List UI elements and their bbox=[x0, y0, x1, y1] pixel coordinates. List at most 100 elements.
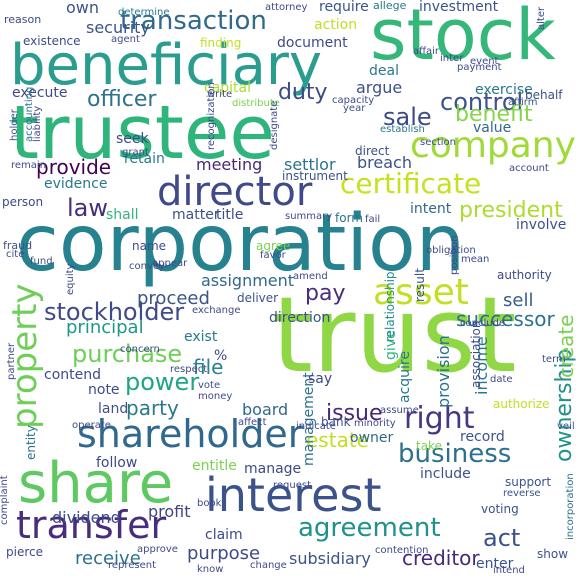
word-security: security bbox=[86, 18, 150, 37]
word-business: business bbox=[398, 439, 512, 469]
word-indicate: indicate bbox=[296, 421, 336, 432]
word-veil: veil bbox=[557, 421, 575, 432]
word-transfer: transfer bbox=[16, 503, 167, 547]
word-follow: follow bbox=[96, 455, 138, 471]
word-authorize: authorize bbox=[493, 397, 550, 411]
word-direction: direction bbox=[269, 310, 331, 326]
word-issue: issue bbox=[326, 401, 383, 426]
word-distribute: distribute bbox=[232, 98, 280, 109]
word-owner: owner bbox=[350, 430, 394, 446]
word-acquire: acquire bbox=[397, 351, 413, 403]
word-director: director bbox=[157, 169, 313, 215]
word-respect: respect bbox=[170, 364, 208, 375]
word-take: take bbox=[416, 439, 442, 453]
word-beneficiary: beneficiary bbox=[10, 33, 323, 98]
word-trust: trust bbox=[272, 274, 517, 396]
word-party: party bbox=[126, 396, 179, 420]
word-affect: affect bbox=[238, 417, 267, 428]
word-control: control bbox=[440, 88, 524, 116]
word-request: request bbox=[273, 480, 312, 491]
word-interest: interest bbox=[205, 468, 382, 522]
word-share: share bbox=[18, 451, 174, 516]
word-amend: amend bbox=[293, 271, 328, 282]
word-vote: vote bbox=[198, 380, 221, 391]
word-seek: seek bbox=[116, 131, 149, 147]
word-contention: contention bbox=[375, 545, 429, 556]
word-trustee: trustee bbox=[10, 90, 275, 176]
word-president: president bbox=[459, 198, 563, 223]
word-allege: allege bbox=[373, 0, 407, 12]
word-estate: estate bbox=[306, 428, 369, 452]
word-action: action bbox=[314, 17, 358, 33]
word-inter: inter bbox=[440, 53, 464, 64]
word-retain: retain bbox=[124, 151, 165, 167]
word-stockholder: stockholder bbox=[44, 298, 185, 326]
word-deliver: deliver bbox=[237, 291, 279, 305]
word-duty: duty bbox=[278, 80, 328, 105]
word-document: document bbox=[277, 35, 348, 51]
word-existence: existence bbox=[23, 34, 81, 48]
word-capacity: capacity bbox=[332, 95, 375, 106]
word-instrument: instrument bbox=[282, 169, 348, 183]
word-dividend: dividend bbox=[52, 508, 121, 527]
word-represent: represent bbox=[108, 560, 157, 571]
word-proceed: proceed bbox=[137, 288, 210, 309]
word-provision: provision bbox=[434, 335, 453, 408]
word-intend: intend bbox=[493, 565, 525, 576]
word-land: land bbox=[98, 401, 129, 417]
word-deal: deal bbox=[369, 63, 399, 79]
word-create: create bbox=[554, 314, 576, 379]
word-change: change bbox=[250, 560, 287, 571]
word-purpose: purpose bbox=[187, 543, 261, 564]
word-determine: determine bbox=[118, 7, 170, 18]
word-power: power bbox=[125, 368, 200, 396]
word-incorporation: incorporation bbox=[565, 473, 576, 540]
word-purchase: purchase bbox=[72, 340, 183, 368]
word-provide: provide bbox=[36, 155, 112, 179]
word-result: result bbox=[413, 268, 427, 302]
word-breach: breach bbox=[357, 153, 412, 172]
word-company: company bbox=[410, 125, 576, 166]
word-person: person bbox=[2, 195, 44, 209]
word-exist: exist bbox=[184, 329, 218, 345]
word-successor: successor bbox=[456, 307, 555, 331]
word-affirm: affirm bbox=[508, 97, 538, 108]
word-payment: payment bbox=[457, 62, 502, 73]
word-stock: stock bbox=[370, 0, 556, 76]
word-obligation: obligation bbox=[426, 245, 476, 256]
word-agreement: agreement bbox=[298, 513, 441, 543]
word-capital: capital bbox=[204, 80, 252, 96]
word-holder: holder bbox=[9, 109, 20, 141]
word-voting: voting bbox=[481, 502, 519, 516]
word-mean: mean bbox=[461, 254, 490, 265]
word-agent: agent bbox=[111, 34, 140, 45]
word-transaction: transaction bbox=[120, 6, 267, 36]
word-accounting: accounting bbox=[24, 86, 35, 142]
word-board: board bbox=[242, 400, 289, 419]
word-agree: agree bbox=[256, 239, 291, 253]
word-act: act bbox=[483, 524, 521, 552]
word-subsidiary: subsidiary bbox=[289, 549, 371, 568]
word-establish: establish bbox=[380, 124, 425, 135]
word-attorney: attorney bbox=[265, 2, 308, 13]
word-association: association bbox=[469, 320, 483, 388]
word-principal: principal bbox=[66, 317, 144, 338]
word-enter: enter bbox=[476, 556, 514, 572]
word-involve: involve bbox=[516, 217, 567, 233]
word-recognization: recognization bbox=[206, 82, 217, 150]
word-profit: profit bbox=[148, 502, 191, 521]
word-operate: operate bbox=[72, 420, 111, 431]
word-argue: argue bbox=[356, 78, 403, 97]
word-assume: assume bbox=[380, 405, 419, 416]
word-complaint: complaint bbox=[0, 475, 10, 525]
word-reverse: reverse bbox=[503, 488, 541, 499]
word-sale: sale bbox=[383, 103, 432, 131]
word-money: money bbox=[198, 391, 233, 402]
word-direct: direct bbox=[355, 144, 390, 158]
word-cite: cite bbox=[6, 249, 25, 260]
word-grant: grant bbox=[122, 147, 149, 158]
word-entitle: entitle bbox=[192, 458, 237, 474]
word-record: record bbox=[460, 429, 505, 445]
word-say: say bbox=[308, 371, 333, 387]
word-favor: favor bbox=[260, 250, 286, 261]
